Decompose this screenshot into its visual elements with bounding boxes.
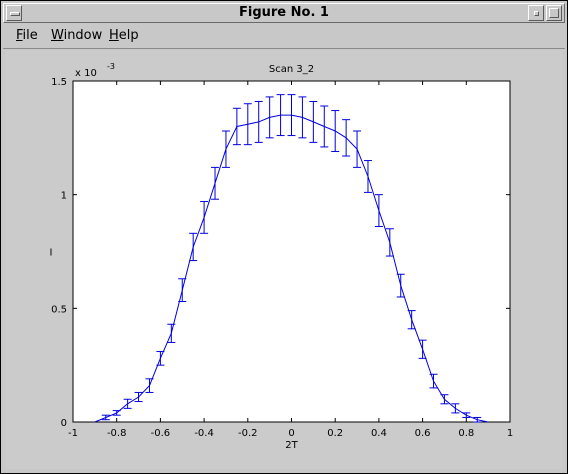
y-exponent-label: x 10 <box>75 68 97 79</box>
y-axis-label: I <box>50 248 53 259</box>
x-axis-label: 2T <box>285 440 298 451</box>
x-tick-label: 0 <box>288 428 294 439</box>
plot-svg: -1 -0.8 -0.6 -0.4 -0.2 0 0.2 0.4 0.6 0.8 1 0 0.5 1 1.5… <box>50 62 514 451</box>
x-tick-label: 0.2 <box>327 428 343 439</box>
menu-help[interactable]: Help <box>109 28 139 43</box>
figure-canvas: -1 -0.8 -0.6 -0.4 -0.2 0 0.2 0.4 0.6 0.8 1 0 0.5 1 1.5… <box>5 50 563 469</box>
maximize-button[interactable] <box>546 5 562 21</box>
axes-area <box>72 80 511 423</box>
y-tick-label: 1 <box>61 191 67 202</box>
ticks-group: -1 -0.8 -0.6 -0.4 -0.2 0 0.2 0.4 0.6 0.8 1 0 0.5 1 1.5 <box>51 77 513 439</box>
y-tick-label: 1.5 <box>51 77 67 88</box>
x-tick-label: 0.6 <box>415 428 431 439</box>
x-tick-label: 0.8 <box>458 428 474 439</box>
menu-window[interactable]: Window <box>51 28 103 43</box>
x-tick-label: -0.2 <box>238 428 258 439</box>
window-menu-button[interactable] <box>6 5 22 21</box>
x-tick-label: -0.8 <box>107 428 127 439</box>
x-tick-label: -0.6 <box>151 428 171 439</box>
minimize-button[interactable] <box>528 5 544 21</box>
chart-title: Scan 3_2 <box>269 64 314 75</box>
x-tick-label: -0.4 <box>194 428 214 439</box>
y-exponent-power: -3 <box>107 62 115 71</box>
y-tick-label: 0 <box>61 418 67 429</box>
window-title: Figure No. 1 <box>239 5 329 20</box>
x-tick-label: -1 <box>68 428 78 439</box>
menu-file[interactable]: File <box>16 28 38 43</box>
menu-bar: File Window Help <box>3 24 565 49</box>
title-bar[interactable]: Figure No. 1 <box>3 3 565 23</box>
y-tick-label: 0.5 <box>51 304 67 315</box>
x-tick-label: 0.4 <box>371 428 387 439</box>
data-line <box>94 114 489 423</box>
x-tick-label: 1 <box>507 428 513 439</box>
